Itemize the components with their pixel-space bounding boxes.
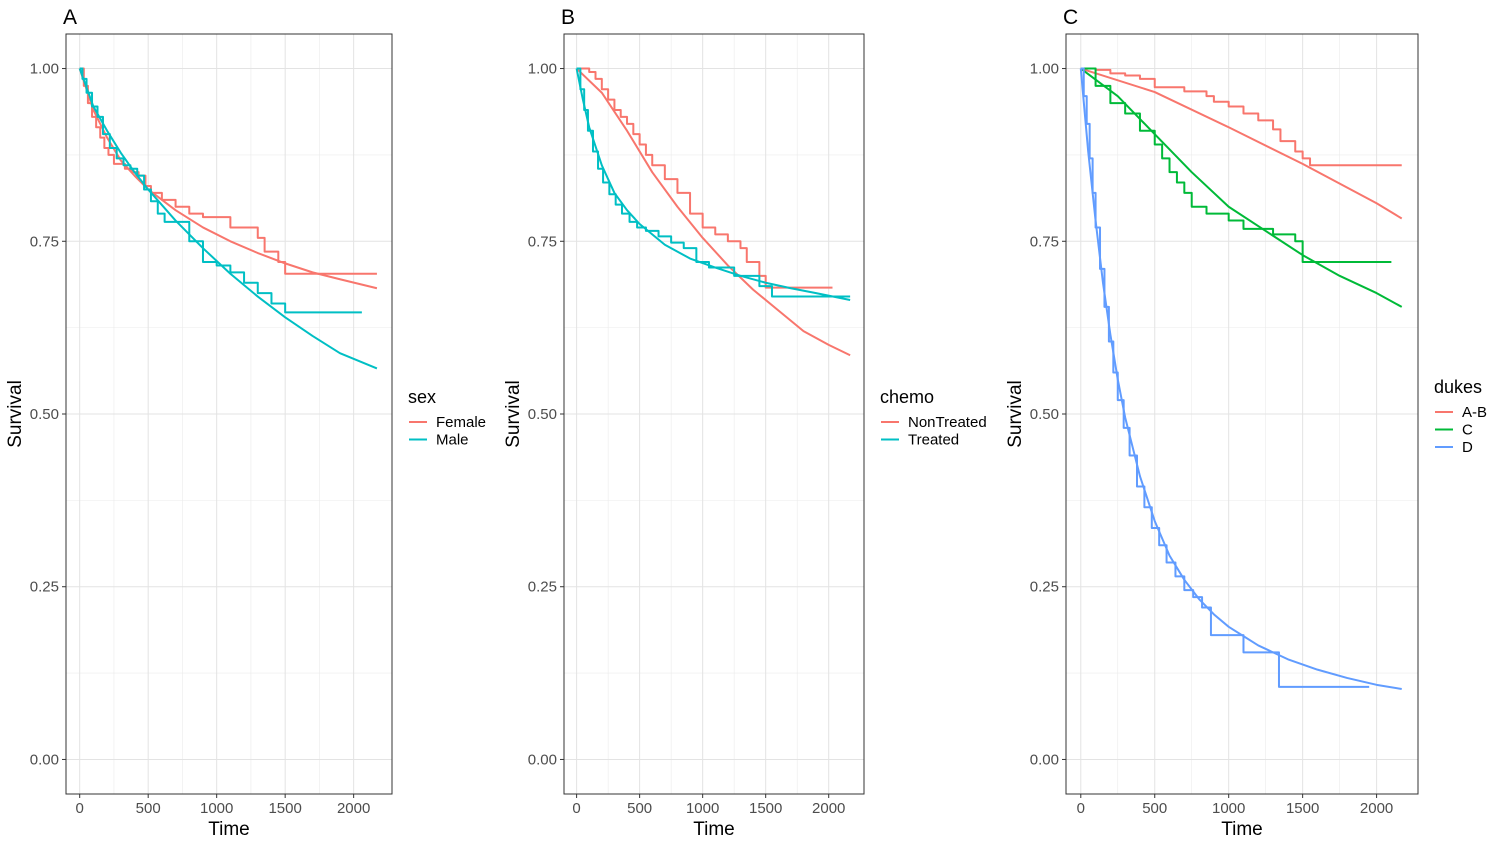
series-female-km-curve <box>79 67 377 275</box>
x-tick-label: 500 <box>1142 800 1167 817</box>
panel-tag: C <box>1063 6 1078 29</box>
x-tick-label: 1000 <box>200 800 233 817</box>
series-nontreated-km-curve <box>576 67 833 289</box>
series-treated-fitted-curve <box>575 68 851 301</box>
series-treated-km-curve <box>576 67 851 298</box>
x-tick-label: 2000 <box>337 800 370 817</box>
legend-title: chemo <box>880 387 934 407</box>
series-d-fitted-curve <box>1079 68 1402 690</box>
y-tick-label: 0.00 <box>30 751 59 768</box>
y-tick-label: 0.75 <box>1030 233 1059 250</box>
series-a-b-fitted-curve <box>1080 67 1403 220</box>
y-tick-label: 1.00 <box>528 61 557 78</box>
series-nontreated-fitted-curve <box>575 67 851 357</box>
x-axis-title: Time <box>693 819 735 840</box>
x-axis-title: Time <box>1221 819 1263 840</box>
series-c-fitted-curve <box>1080 67 1403 308</box>
y-axis-title: Survival <box>1005 380 1026 448</box>
x-tick-label: 1500 <box>268 800 301 817</box>
panel-tag: A <box>63 6 77 29</box>
x-tick-label: 2000 <box>812 800 845 817</box>
legend-label: A-B <box>1462 404 1487 421</box>
x-tick-label: 1000 <box>1212 800 1245 817</box>
series-group <box>575 67 851 357</box>
series-a-b-km-curve <box>1080 67 1402 167</box>
x-tick-label: 1000 <box>686 800 719 817</box>
legend-title: dukes <box>1434 377 1482 397</box>
panel-c: 0 500 1000 1500 2000 0.00 0.25 0.50 0.75 1.00 C Tim… <box>1005 6 1487 840</box>
y-tick-label: 0.75 <box>528 233 557 250</box>
legend-label: Treated <box>908 432 959 449</box>
legend: dukes A-BCD <box>1434 377 1487 456</box>
legend-label: NonTreated <box>908 414 987 431</box>
y-tick-label: 0.25 <box>1030 579 1059 596</box>
legend-label: D <box>1462 439 1473 456</box>
x-tick-label: 2000 <box>1360 800 1393 817</box>
y-tick-label: 0.25 <box>528 579 557 596</box>
y-axis-title: Survival <box>503 380 524 448</box>
panel-b: 0 500 1000 1500 2000 0.00 0.25 0.50 0.75 1.00 B Tim… <box>503 6 987 840</box>
y-tick-label: 1.00 <box>1030 61 1059 78</box>
y-tick-label: 0.00 <box>528 751 557 768</box>
x-tick-label: 1500 <box>1286 800 1319 817</box>
y-tick-label: 0.50 <box>1030 406 1059 423</box>
x-tick-label: 0 <box>76 800 84 817</box>
legend-label: Female <box>436 414 486 431</box>
x-axis-title: Time <box>208 819 250 840</box>
y-tick-label: 1.00 <box>30 61 59 78</box>
x-tick-label: 0 <box>572 800 580 817</box>
legend-label: Male <box>436 432 469 449</box>
y-tick-label: 0.75 <box>30 233 59 250</box>
series-male-fitted-curve <box>78 68 378 370</box>
series-c-km-curve <box>1080 67 1392 263</box>
y-tick-label: 0.50 <box>528 406 557 423</box>
legend-title: sex <box>408 387 436 407</box>
series-group <box>78 67 378 370</box>
x-tick-label: 500 <box>627 800 652 817</box>
panel-a: 0 500 1000 1500 2000 0.00 0.25 0.50 0.75 1.00 A Tim… <box>5 6 486 840</box>
x-tick-label: 0 <box>1077 800 1085 817</box>
legend-label: C <box>1462 422 1473 439</box>
series-group <box>1079 67 1403 690</box>
x-tick-label: 500 <box>136 800 161 817</box>
y-axis-title: Survival <box>5 380 26 448</box>
x-tick-label: 1500 <box>749 800 782 817</box>
y-tick-label: 0.25 <box>30 579 59 596</box>
panel-tag: B <box>561 6 575 29</box>
y-tick-label: 0.00 <box>1030 751 1059 768</box>
y-tick-label: 0.50 <box>30 406 59 423</box>
